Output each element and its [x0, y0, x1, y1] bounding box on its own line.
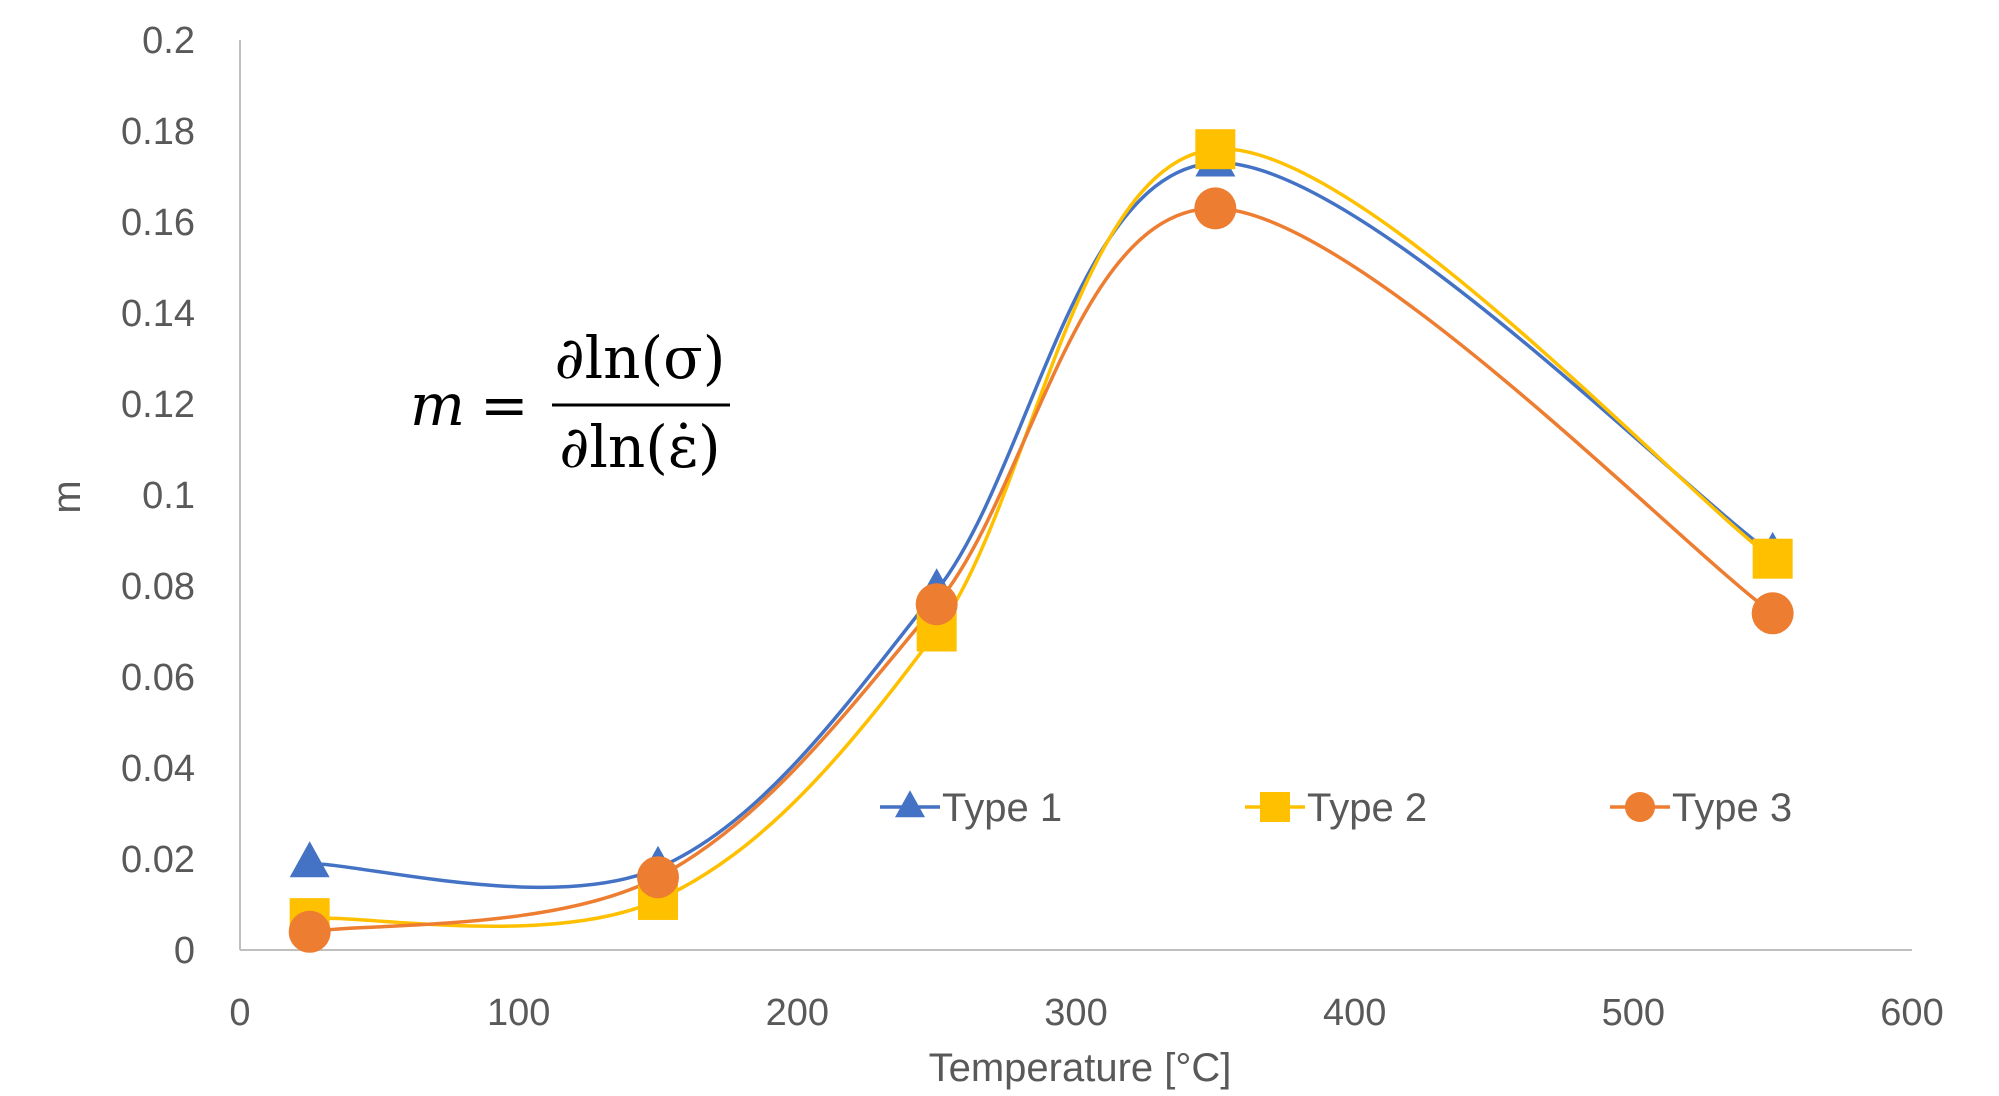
legend-item-type-1: Type 1	[880, 786, 1062, 830]
legend-marker	[895, 790, 925, 818]
y-tick-labels: 0 0.02 0.04 0.06 0.08 0.1 0.12 0.14 0.16 0.18 0.2	[121, 20, 195, 972]
data-point-type-3	[915, 583, 958, 626]
y-tick-label: 0.12	[121, 384, 195, 426]
axes	[239, 40, 1912, 951]
series-lines	[309, 147, 1774, 934]
series-line-type-1	[309, 161, 1774, 890]
y-tick-label: 0.02	[121, 839, 195, 881]
x-tick-label: 600	[1880, 992, 1943, 1034]
legend-marker	[1625, 792, 1655, 822]
y-tick-label: 0.06	[121, 657, 195, 699]
legend: Type 1 Type 2 Type 3	[880, 786, 1792, 830]
data-point-type-3	[637, 856, 679, 899]
formula-equals: =	[480, 371, 529, 439]
formula-denominator: ∂ln(ε̇)	[559, 413, 720, 481]
x-tick-label: 200	[766, 992, 829, 1034]
y-tick-label: 0.1	[142, 475, 195, 517]
series-line-type-3	[309, 206, 1774, 934]
series-line-type-2	[309, 147, 1774, 928]
legend-label: Type 1	[942, 786, 1062, 830]
y-tick-label: 0.16	[121, 202, 195, 244]
x-tick-label: 400	[1323, 992, 1386, 1034]
formula-annotation: m = ∂ln(σ) ∂ln(ε̇)	[410, 324, 730, 481]
y-tick-label: 0.08	[121, 566, 195, 608]
data-point-type-3	[1751, 592, 1794, 635]
y-axis-label: m	[45, 480, 89, 513]
y-tick-label: 0.04	[121, 748, 195, 790]
legend-label: Type 3	[1672, 786, 1792, 830]
data-point-type-3	[288, 910, 331, 953]
y-tick-label: 0.2	[142, 20, 195, 62]
formula-lhs: m	[410, 371, 465, 439]
series-markers	[288, 129, 1794, 953]
data-point-type-2	[1195, 129, 1236, 170]
x-tick-label: 100	[487, 992, 550, 1034]
legend-item-type-2: Type 2	[1245, 786, 1427, 830]
legend-marker	[1260, 792, 1290, 822]
data-point-type-3	[1194, 187, 1237, 230]
data-point-type-1	[289, 841, 330, 878]
formula-numerator: ∂ln(σ)	[555, 324, 726, 392]
x-tick-label: 300	[1044, 992, 1107, 1034]
x-tick-label: 500	[1602, 992, 1665, 1034]
y-tick-label: 0.18	[121, 111, 195, 153]
data-point-type-2	[1752, 538, 1793, 579]
x-axis-label: Temperature [°C]	[929, 1046, 1232, 1090]
y-tick-label: 0.14	[121, 293, 195, 335]
legend-label: Type 2	[1307, 786, 1427, 830]
x-tick-labels: 0 100 200 300 400 500 600	[229, 992, 1943, 1034]
x-tick-label: 0	[229, 992, 250, 1034]
y-tick-label: 0	[174, 930, 195, 972]
legend-item-type-3: Type 3	[1610, 786, 1792, 830]
